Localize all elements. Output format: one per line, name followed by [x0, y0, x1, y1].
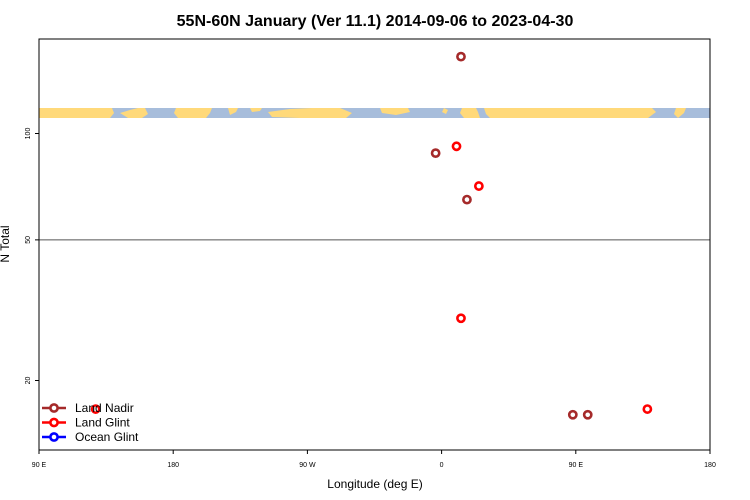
data-point	[582, 409, 593, 420]
legend-label: Ocean Glint	[75, 430, 139, 444]
map-strip	[39, 108, 710, 118]
data-points	[90, 51, 653, 420]
map-strip-ocean	[39, 108, 710, 118]
x-tick-label: 180	[704, 462, 716, 469]
y-tick-label: 50	[25, 236, 32, 244]
data-point	[462, 194, 472, 205]
y-tick-label: 100	[25, 128, 32, 140]
x-tick-label: 90 E	[569, 462, 584, 469]
x-tick-label: 180	[167, 462, 179, 469]
data-point	[430, 148, 441, 159]
x-axis-ticks: 90 E 180 90 W 0 90 E 180	[32, 450, 716, 469]
legend-marker	[49, 417, 59, 428]
legend-marker	[49, 432, 59, 442]
y-tick-label: 20	[25, 377, 32, 385]
data-point	[451, 141, 462, 152]
x-tick-label: 90 E	[32, 462, 47, 469]
x-axis-label: Longitude (deg E)	[327, 477, 422, 491]
plot-frame	[38, 38, 711, 451]
data-point	[90, 404, 101, 414]
data-point	[567, 409, 578, 420]
y-axis-ticks: 20 50 100	[25, 128, 39, 385]
legend-label: Land Nadir	[75, 401, 134, 415]
x-tick-label: 90 W	[299, 462, 316, 469]
legend-label: Land Glint	[75, 416, 130, 430]
map-strip-land	[39, 108, 686, 118]
x-tick-label: 0	[440, 462, 444, 469]
data-point	[456, 313, 466, 324]
data-point	[642, 404, 653, 414]
data-point	[473, 181, 484, 191]
y-axis-label: N Total	[0, 225, 12, 262]
chart-title: 55N-60N January (Ver 11.1) 2014-09-06 to…	[177, 13, 574, 30]
legend-marker	[49, 403, 59, 413]
data-point	[456, 51, 466, 62]
